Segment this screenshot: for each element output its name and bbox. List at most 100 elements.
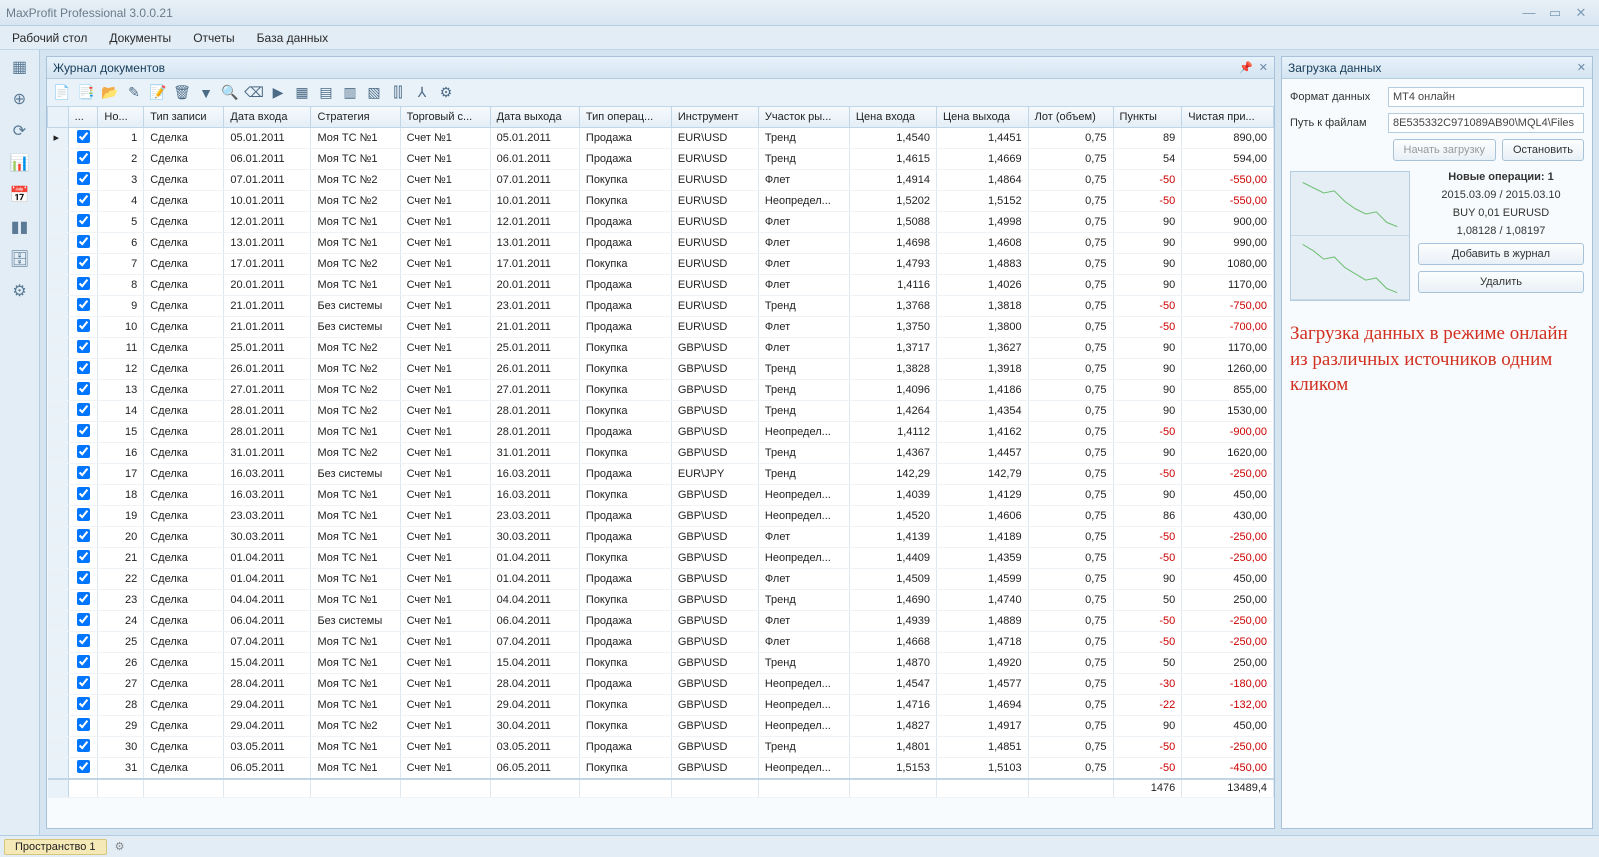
row-checkbox[interactable] (68, 463, 98, 484)
format-select[interactable]: MT4 онлайн (1388, 87, 1584, 107)
panel-close-icon[interactable]: ✕ (1259, 61, 1268, 74)
col-header[interactable]: Чистая при... (1182, 107, 1274, 127)
menu-documents[interactable]: Документы (109, 31, 171, 45)
col-header[interactable]: Инструмент (671, 107, 758, 127)
menu-desktop[interactable]: Рабочий стол (12, 31, 87, 45)
tb-filter-icon[interactable]: ▼ (195, 82, 217, 104)
row-checkbox[interactable] (68, 631, 98, 652)
rail-db-icon[interactable]: 🗄 (7, 246, 33, 272)
table-row[interactable]: ▸1Сделка05.01.2011Моя ТС №1Счет №105.01.… (48, 127, 1274, 148)
tb-grid1-icon[interactable]: ▦ (291, 82, 313, 104)
path-input[interactable]: 8E535332C971089AB90\MQL4\Files (1388, 113, 1584, 133)
rail-add-icon[interactable]: ⊕ (7, 86, 33, 112)
row-checkbox[interactable] (68, 736, 98, 757)
table-row[interactable]: 14Сделка28.01.2011Моя ТС №2Счет №128.01.… (48, 400, 1274, 421)
row-checkbox[interactable] (68, 337, 98, 358)
tb-grid2-icon[interactable]: ▤ (315, 82, 337, 104)
tb-delete-icon[interactable]: 🗑 (171, 82, 193, 104)
col-header[interactable]: Участок ры... (758, 107, 849, 127)
row-checkbox[interactable] (68, 295, 98, 316)
tb-grid3-icon[interactable]: ▥ (339, 82, 361, 104)
table-row[interactable]: 5Сделка12.01.2011Моя ТС №1Счет №112.01.2… (48, 211, 1274, 232)
menu-reports[interactable]: Отчеты (193, 31, 234, 45)
minimize-icon[interactable]: — (1517, 4, 1541, 22)
maximize-icon[interactable]: ▭ (1543, 4, 1567, 22)
row-checkbox[interactable] (68, 274, 98, 295)
menu-database[interactable]: База данных (257, 31, 328, 45)
tb-mark-icon[interactable]: ▶ (267, 82, 289, 104)
add-journal-button[interactable]: Добавить в журнал (1418, 243, 1584, 265)
tb-grid4-icon[interactable]: ▧ (363, 82, 385, 104)
col-header[interactable]: Лот (объем) (1028, 107, 1113, 127)
table-row[interactable]: 24Сделка06.04.2011Без системыСчет №106.0… (48, 610, 1274, 631)
table-row[interactable]: 16Сделка31.01.2011Моя ТС №2Счет №131.01.… (48, 442, 1274, 463)
row-checkbox[interactable] (68, 526, 98, 547)
delete-button[interactable]: Удалить (1418, 271, 1584, 293)
table-row[interactable]: 9Сделка21.01.2011Без системыСчет №123.01… (48, 295, 1274, 316)
tb-tree-icon[interactable]: ⅄ (411, 82, 433, 104)
row-checkbox[interactable] (68, 169, 98, 190)
row-checkbox[interactable] (68, 694, 98, 715)
start-load-button[interactable]: Начать загрузку (1393, 139, 1496, 161)
workspace-gear-icon[interactable]: ⚙ (111, 838, 129, 856)
table-row[interactable]: 26Сделка15.04.2011Моя ТС №1Счет №115.04.… (48, 652, 1274, 673)
row-checkbox[interactable] (68, 673, 98, 694)
row-checkbox[interactable] (68, 358, 98, 379)
row-checkbox[interactable] (68, 484, 98, 505)
row-checkbox[interactable] (68, 379, 98, 400)
stop-load-button[interactable]: Остановить (1502, 139, 1584, 161)
tb-note-icon[interactable]: 📝 (147, 82, 169, 104)
col-header[interactable]: Торговый с... (400, 107, 490, 127)
loader-close-icon[interactable]: ✕ (1577, 61, 1586, 74)
table-row[interactable]: 2Сделка06.01.2011Моя ТС №1Счет №106.01.2… (48, 148, 1274, 169)
table-row[interactable]: 3Сделка07.01.2011Моя ТС №2Счет №107.01.2… (48, 169, 1274, 190)
table-row[interactable]: 25Сделка07.04.2011Моя ТС №1Счет №107.04.… (48, 631, 1274, 652)
tb-clear-icon[interactable]: ⌫ (243, 82, 265, 104)
table-row[interactable]: 22Сделка01.04.2011Моя ТС №1Счет №101.04.… (48, 568, 1274, 589)
col-header[interactable]: Дата выхода (490, 107, 579, 127)
row-checkbox[interactable] (68, 505, 98, 526)
col-header[interactable]: Дата входа (224, 107, 311, 127)
table-row[interactable]: 29Сделка29.04.2011Моя ТС №2Счет №130.04.… (48, 715, 1274, 736)
table-row[interactable]: 20Сделка30.03.2011Моя ТС №1Счет №130.03.… (48, 526, 1274, 547)
table-row[interactable]: 21Сделка01.04.2011Моя ТС №1Счет №101.04.… (48, 547, 1274, 568)
table-row[interactable]: 15Сделка28.01.2011Моя ТС №1Счет №128.01.… (48, 421, 1274, 442)
table-row[interactable]: 6Сделка13.01.2011Моя ТС №1Счет №113.01.2… (48, 232, 1274, 253)
table-row[interactable]: 31Сделка06.05.2011Моя ТС №1Счет №106.05.… (48, 757, 1274, 779)
col-header[interactable]: Цена выхода (936, 107, 1028, 127)
table-row[interactable]: 8Сделка20.01.2011Моя ТС №1Счет №120.01.2… (48, 274, 1274, 295)
table-row[interactable]: 13Сделка27.01.2011Моя ТС №2Счет №127.01.… (48, 379, 1274, 400)
workspace-tab[interactable]: Пространство 1 (4, 839, 107, 855)
table-row[interactable]: 4Сделка10.01.2011Моя ТС №2Счет №110.01.2… (48, 190, 1274, 211)
table-row[interactable]: 30Сделка03.05.2011Моя ТС №1Счет №103.05.… (48, 736, 1274, 757)
col-header[interactable]: Тип записи (144, 107, 224, 127)
col-header[interactable]: Стратегия (311, 107, 400, 127)
row-checkbox[interactable] (68, 568, 98, 589)
row-checkbox[interactable] (68, 610, 98, 631)
row-checkbox[interactable] (68, 232, 98, 253)
row-checkbox[interactable] (68, 757, 98, 779)
col-header[interactable]: Но... (98, 107, 144, 127)
row-checkbox[interactable] (68, 421, 98, 442)
row-checkbox[interactable] (68, 652, 98, 673)
tb-cols-icon[interactable]: ⫿⫿ (387, 82, 409, 104)
tb-open-icon[interactable]: 📂 (99, 82, 121, 104)
tb-settings-icon[interactable]: ⚙ (435, 82, 457, 104)
row-checkbox[interactable] (68, 190, 98, 211)
tb-copy-icon[interactable]: 📑 (75, 82, 97, 104)
row-checkbox[interactable] (68, 127, 98, 148)
row-checkbox[interactable] (68, 253, 98, 274)
row-checkbox[interactable] (68, 400, 98, 421)
rail-refresh-icon[interactable]: ⟳ (7, 118, 33, 144)
rail-bars-icon[interactable]: ▮▮ (7, 214, 33, 240)
col-header[interactable]: Пункты (1113, 107, 1182, 127)
table-row[interactable]: 17Сделка16.03.2011Без системыСчет №116.0… (48, 463, 1274, 484)
table-row[interactable]: 18Сделка16.03.2011Моя ТС №1Счет №116.03.… (48, 484, 1274, 505)
journal-grid-wrap[interactable]: ...Но...Тип записиДата входаСтратегияТор… (47, 107, 1274, 828)
row-checkbox[interactable] (68, 547, 98, 568)
row-checkbox[interactable] (68, 442, 98, 463)
tb-new-icon[interactable]: 📄 (51, 82, 73, 104)
col-header[interactable]: Цена входа (849, 107, 936, 127)
table-row[interactable]: 28Сделка29.04.2011Моя ТС №1Счет №129.04.… (48, 694, 1274, 715)
close-window-icon[interactable]: ✕ (1569, 4, 1593, 22)
